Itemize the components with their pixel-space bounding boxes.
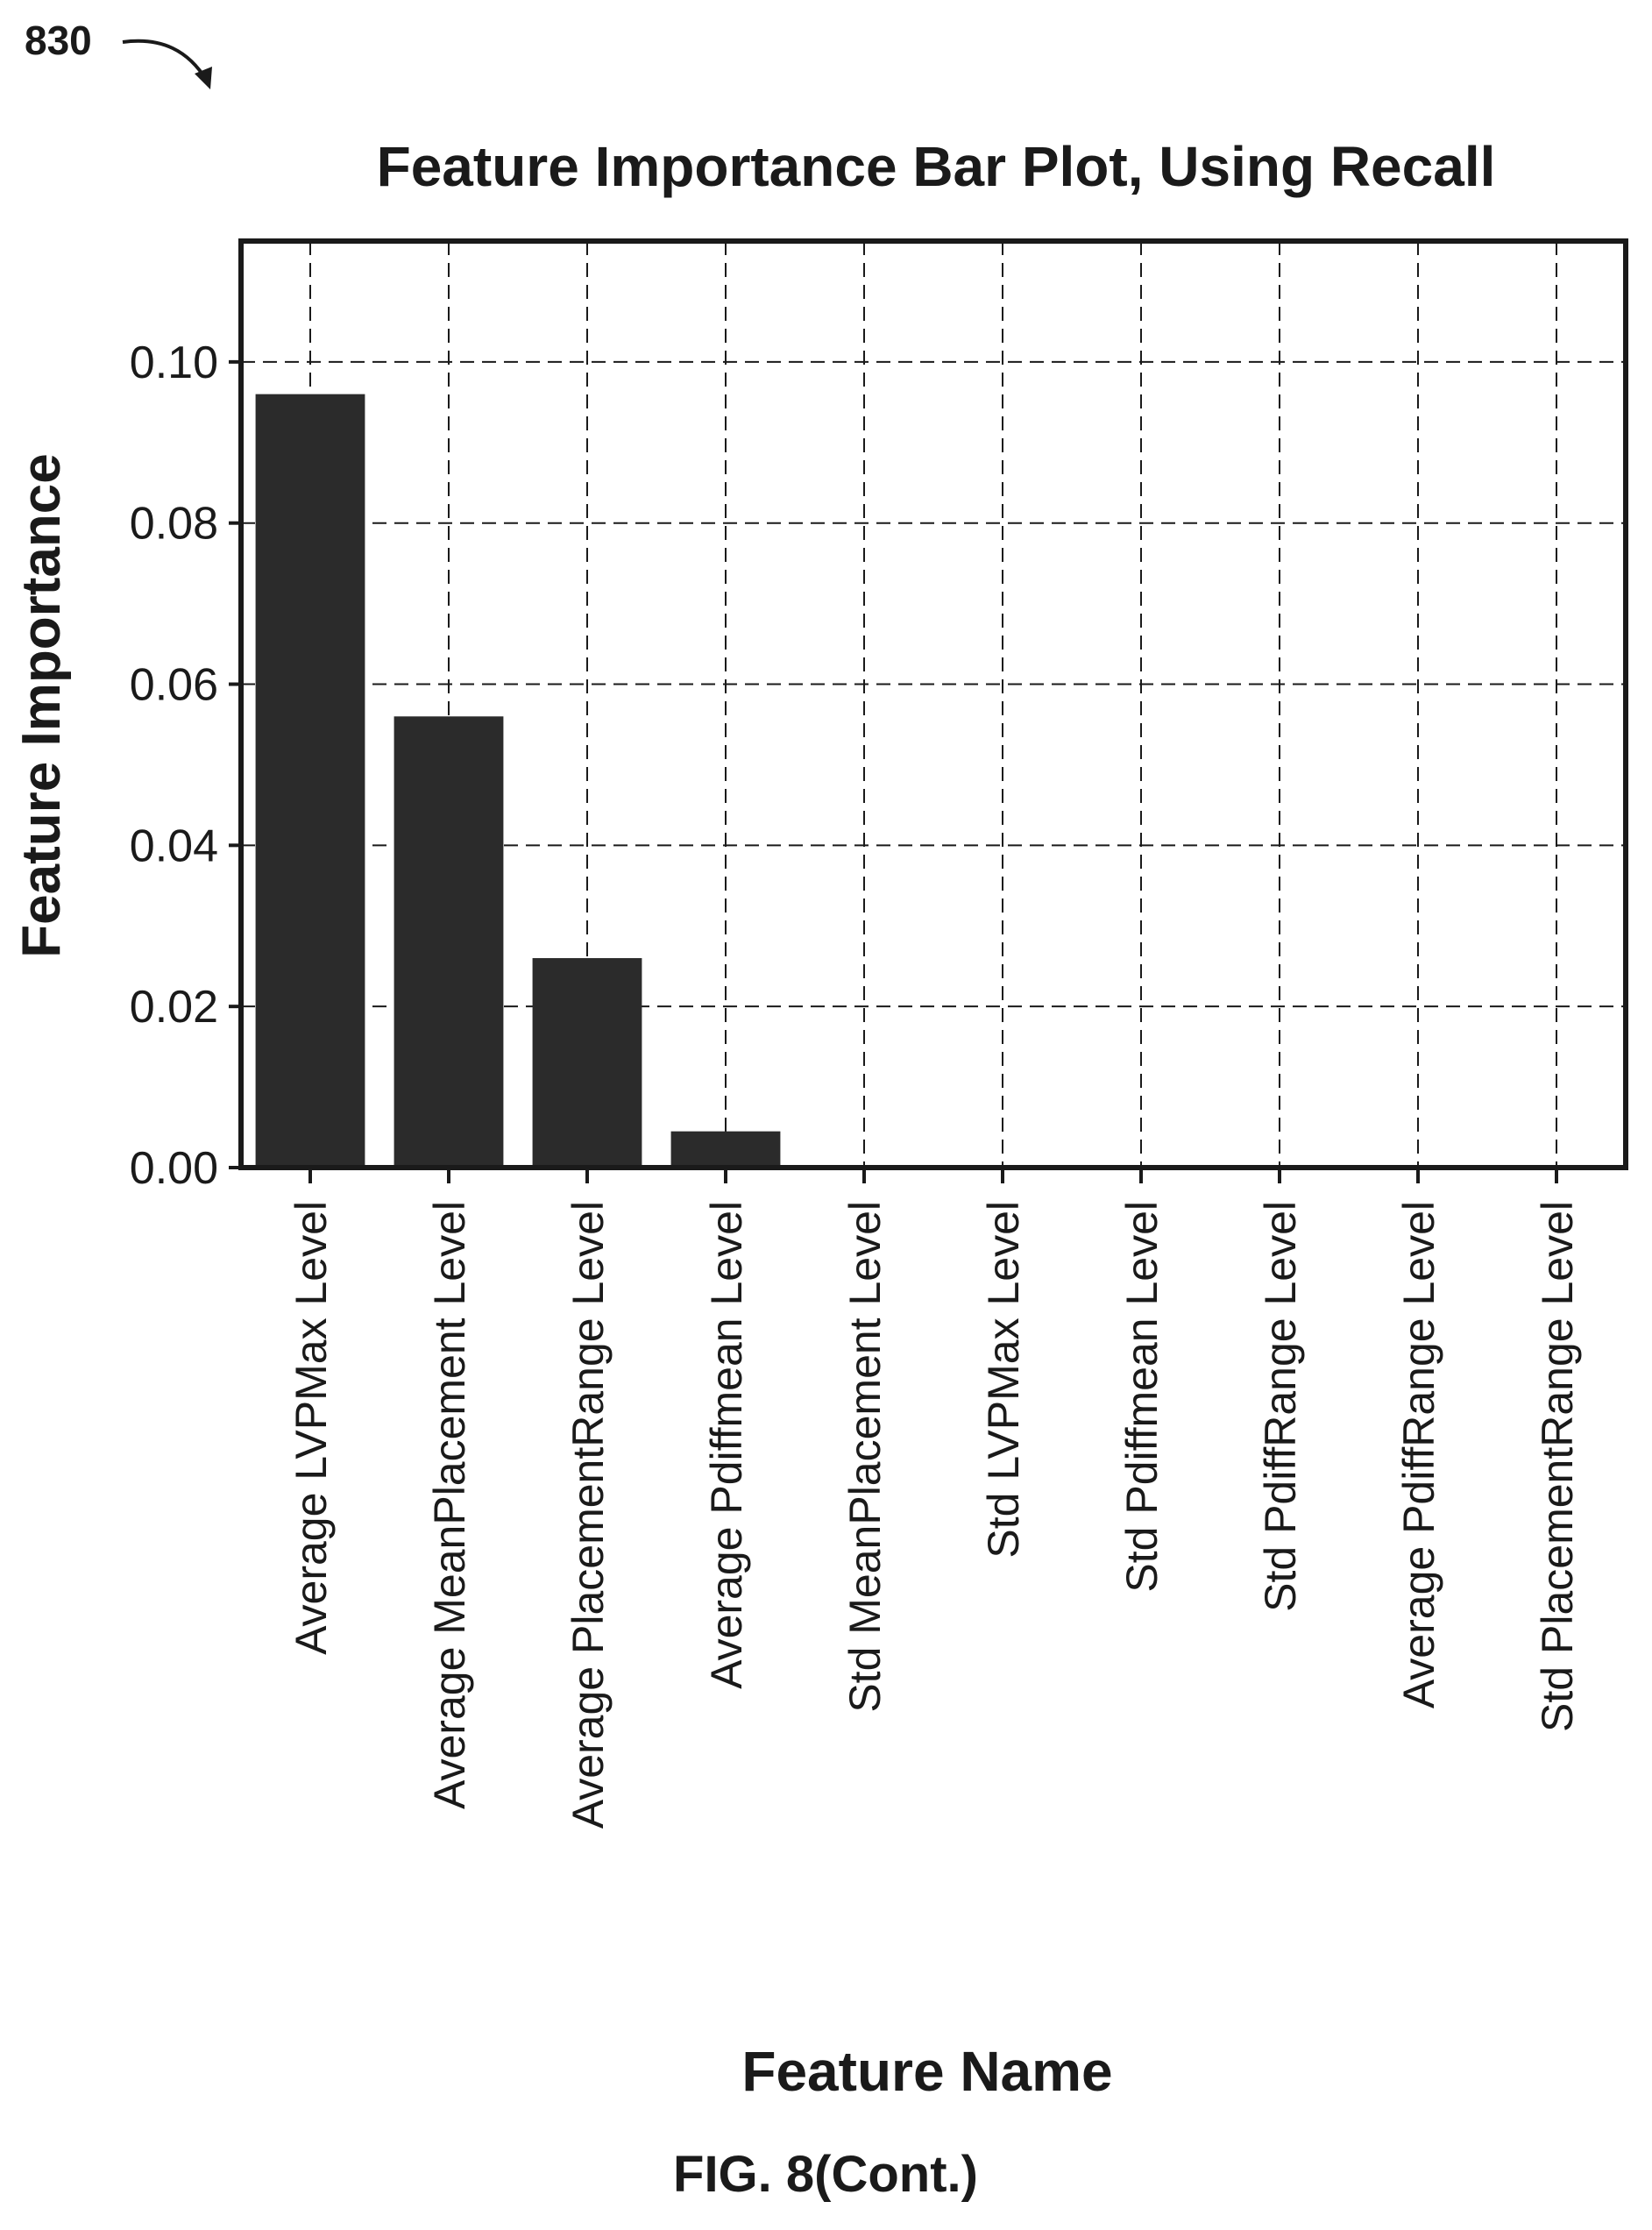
x-tick-label: Std PlacementRange Level: [1533, 1201, 1582, 1732]
x-tick-label: Average PdiffRange Level: [1394, 1201, 1443, 1708]
x-tick-label: Average MeanPlacement Level: [425, 1201, 474, 1809]
x-tick-label: Average PlacementRange Level: [564, 1201, 613, 1829]
reference-arrowhead-icon: [195, 67, 212, 89]
bar-1: [255, 394, 365, 1168]
chart-title: Feature Importance Bar Plot, Using Recal…: [377, 135, 1496, 198]
plot-frame: [238, 238, 1628, 1170]
y-tick-label: 0.04: [130, 820, 218, 871]
y-tick-label: 0.10: [130, 337, 218, 388]
x-tick-label: Std LVPMax Level: [979, 1201, 1028, 1559]
y-axis-label: Feature Importance: [11, 453, 72, 957]
x-tick-label: Average Pdiffmean Level: [702, 1201, 751, 1689]
figure-caption: FIG. 8(Cont.): [673, 2146, 978, 2203]
x-axis-label: Feature Name: [741, 2040, 1112, 2103]
bar-2: [394, 716, 504, 1168]
x-tick-label: Average LVPMax Level: [287, 1201, 336, 1655]
figure-reference-number: 830: [25, 18, 92, 63]
x-tick-label: Std PdiffRange Level: [1256, 1201, 1305, 1612]
bar-3: [532, 958, 642, 1168]
y-tick-label: 0.00: [130, 1143, 218, 1194]
y-tick-label: 0.02: [130, 982, 218, 1033]
x-tick-label: Std MeanPlacement Level: [840, 1201, 890, 1713]
y-tick-label: 0.08: [130, 499, 218, 550]
plot-area: 0.00 0.02 0.04 0.06 0.08 0.10 Average LVPMax L…: [130, 238, 1628, 1829]
x-tick-label: Std Pdiffmean Level: [1117, 1201, 1166, 1593]
bar-4: [670, 1131, 781, 1168]
y-tick-label: 0.06: [130, 660, 218, 711]
reference-arrow-icon: [122, 39, 209, 82]
